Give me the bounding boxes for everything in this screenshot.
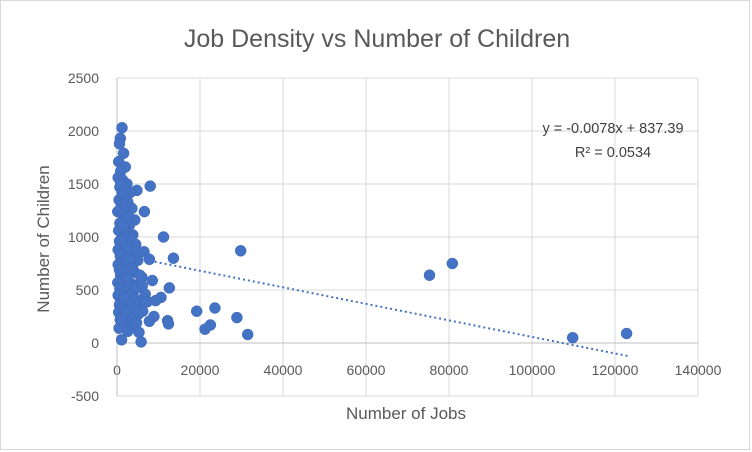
y-axis-title: Number of Children (34, 165, 53, 312)
trendline-group (125, 254, 628, 357)
data-point (136, 280, 149, 292)
axes: -500050010001500200025000200004000060000… (68, 70, 722, 404)
data-point (157, 231, 170, 243)
data-point (209, 302, 221, 314)
data-point (241, 328, 254, 341)
x-tick-label: 140000 (675, 362, 722, 378)
data-point (125, 263, 137, 275)
data-point (113, 137, 126, 150)
data-point (143, 253, 156, 266)
y-tick-label: 2000 (68, 123, 99, 139)
data-point (119, 305, 132, 317)
data-point (119, 199, 132, 211)
data-point (446, 257, 459, 270)
data-point (162, 318, 175, 330)
x-axis-title: Number of Jobs (346, 404, 466, 423)
x-tick-label: 40000 (264, 362, 303, 378)
data-point (199, 323, 211, 335)
x-tick-label: 80000 (430, 362, 469, 378)
data-point (131, 246, 143, 258)
data-point (190, 305, 203, 317)
data-point (135, 336, 147, 348)
data-point (167, 252, 180, 264)
trendline-equation: y = -0.0078x + 837.39 (542, 121, 683, 137)
data-point (566, 331, 579, 344)
trendline-r-squared: R² = 0.0534 (575, 145, 651, 161)
data-points (112, 122, 633, 348)
data-point (163, 282, 176, 294)
data-point (138, 205, 151, 218)
data-point (620, 327, 633, 340)
data-point (143, 315, 156, 328)
y-tick-label: 1000 (68, 229, 99, 245)
x-tick-label: 20000 (181, 362, 220, 378)
y-tick-label: -500 (71, 388, 99, 404)
data-point (122, 210, 134, 222)
data-point (117, 220, 129, 233)
data-point (133, 326, 145, 339)
data-point (423, 269, 436, 281)
data-point (234, 245, 247, 257)
data-point (140, 295, 152, 308)
data-point (121, 241, 134, 254)
data-point (144, 180, 156, 192)
y-tick-label: 2500 (68, 70, 99, 86)
x-tick-label: 100000 (509, 362, 556, 378)
data-point (124, 231, 137, 243)
chart-title: Job Density vs Number of Children (184, 25, 570, 53)
data-point (118, 291, 130, 304)
trendline (125, 254, 628, 357)
x-tick-label: 60000 (347, 362, 386, 378)
x-tick-label: 120000 (592, 362, 639, 378)
data-point (122, 325, 134, 338)
data-point (116, 122, 128, 134)
y-tick-label: 500 (76, 282, 100, 298)
data-point (149, 294, 162, 307)
data-point (114, 178, 127, 190)
data-point (115, 334, 128, 346)
y-tick-label: 0 (91, 335, 99, 351)
data-point (231, 311, 243, 324)
data-point (146, 274, 159, 287)
y-tick-label: 1500 (68, 176, 99, 192)
